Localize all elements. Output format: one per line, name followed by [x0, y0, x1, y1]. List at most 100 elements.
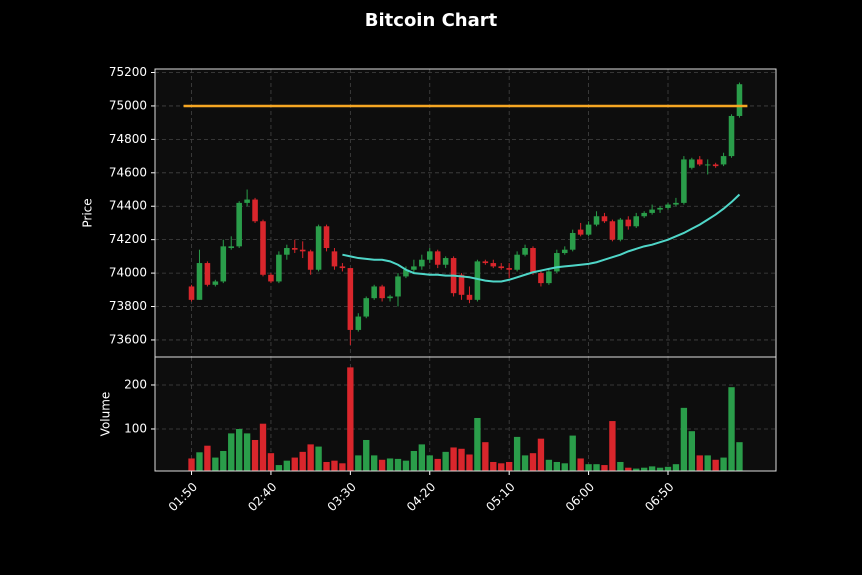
y-tick-label: 74000	[109, 266, 147, 280]
y-tick-label: 74800	[109, 132, 147, 146]
candle-body	[728, 115, 735, 157]
candle-body	[196, 263, 203, 300]
volume-bar	[418, 444, 425, 471]
candle-body	[538, 273, 544, 284]
candle-body	[355, 316, 362, 330]
candle-body	[609, 221, 616, 240]
volume-bar	[664, 466, 672, 471]
volume-bar	[688, 431, 695, 471]
candle-body	[260, 221, 266, 275]
volume-bar	[410, 450, 418, 471]
candle-body	[299, 249, 306, 252]
volume-bar	[490, 461, 497, 471]
volume-bar	[498, 463, 505, 471]
candle-body	[252, 199, 258, 222]
volume-bar	[656, 467, 664, 471]
candle-body	[379, 286, 385, 299]
volume-bar	[355, 455, 362, 471]
price-panel	[155, 69, 776, 357]
y-tick-label: 75000	[109, 98, 147, 112]
candle-body	[307, 251, 314, 270]
volume-bar	[593, 464, 600, 471]
volume-bar	[394, 458, 402, 471]
volume-bar	[736, 442, 743, 471]
candle-body	[720, 156, 727, 165]
candle-body	[434, 251, 441, 265]
y-tick-label: 74600	[109, 165, 147, 179]
candle-body	[188, 286, 195, 300]
candle-body	[593, 216, 600, 225]
volume-bar	[378, 459, 386, 471]
candle-body	[569, 232, 576, 250]
candle-body	[458, 274, 465, 295]
volume-bar	[680, 407, 688, 471]
volume-bar	[521, 455, 529, 471]
volume-bar	[196, 452, 203, 471]
candle-body	[403, 269, 409, 277]
candle-body	[498, 266, 505, 269]
y-tick-label: 200	[124, 377, 147, 391]
candle-body	[577, 229, 584, 235]
candle-body	[331, 251, 338, 267]
candle-body	[561, 249, 568, 254]
volume-bar	[609, 421, 616, 471]
candle-body	[704, 164, 711, 166]
volume-bar	[386, 458, 394, 471]
volume-bar	[450, 447, 457, 471]
volume-bar	[267, 453, 275, 471]
candle-body	[514, 254, 520, 270]
candle-body	[530, 248, 536, 274]
volume-bar	[243, 433, 251, 471]
candle-body	[419, 259, 425, 267]
candle-body	[712, 164, 719, 167]
candle-body	[633, 216, 640, 227]
y-tick-label: 73800	[109, 299, 147, 313]
volume-bar	[347, 367, 354, 471]
moving-average-line	[342, 193, 741, 283]
candle-body	[657, 207, 663, 210]
candle-body	[736, 84, 743, 116]
volume-bar	[402, 460, 410, 471]
volume-bar	[259, 423, 267, 471]
candle-body	[625, 219, 632, 227]
volume-bar	[561, 463, 568, 471]
volume-bar	[648, 466, 656, 471]
candle-body	[363, 298, 370, 317]
candle-body	[689, 159, 695, 168]
volume-bar	[529, 453, 537, 471]
candle-body	[426, 251, 433, 260]
volume-bar	[339, 463, 346, 471]
candle-body	[490, 263, 497, 267]
volume-bar	[585, 464, 592, 471]
y-tick-label: 100	[124, 421, 147, 435]
candle-body	[228, 246, 235, 249]
volume-bar	[283, 460, 290, 471]
candle-body	[371, 286, 377, 299]
volume-bar	[704, 455, 711, 471]
volume-bar	[307, 444, 314, 471]
volume-bar	[633, 468, 640, 471]
volume-bar	[641, 467, 648, 471]
candle-body	[522, 248, 528, 255]
volume-bar	[331, 460, 338, 471]
candle-body	[546, 271, 552, 284]
volume-bar	[577, 458, 584, 471]
volume-bar	[625, 467, 632, 471]
volume-bar	[434, 458, 441, 471]
volume-bar	[188, 458, 195, 471]
candle-body	[474, 261, 481, 300]
volume-bar	[545, 459, 553, 471]
volume-bar	[728, 387, 735, 471]
volume-bar	[426, 455, 433, 471]
candle-body	[696, 159, 703, 165]
candle-body	[315, 226, 322, 270]
volume-bar	[466, 454, 473, 471]
candle-body	[212, 281, 219, 285]
volume-frame	[154, 356, 777, 472]
y-tick-label: 74400	[109, 199, 147, 213]
candle-body	[641, 212, 647, 217]
volume-bar	[513, 436, 521, 471]
volume-bar	[291, 457, 298, 471]
candle-body	[284, 248, 290, 255]
volume-bar	[204, 445, 211, 471]
